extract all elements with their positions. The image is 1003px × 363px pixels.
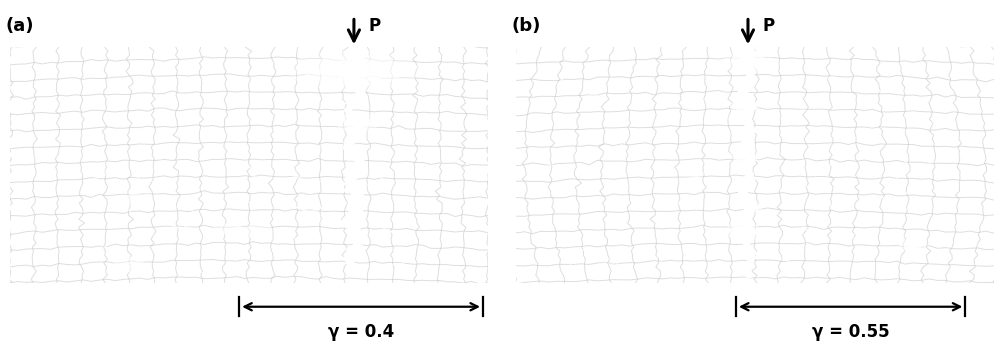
Polygon shape (736, 154, 753, 162)
Polygon shape (304, 56, 403, 86)
Polygon shape (732, 152, 756, 164)
Polygon shape (349, 119, 365, 126)
Polygon shape (220, 223, 242, 234)
Polygon shape (730, 225, 754, 237)
Polygon shape (899, 239, 925, 252)
Polygon shape (332, 64, 375, 77)
Polygon shape (741, 58, 753, 64)
Text: γ = 0.4: γ = 0.4 (328, 323, 394, 341)
Polygon shape (742, 203, 761, 212)
Polygon shape (730, 53, 764, 70)
Polygon shape (745, 204, 758, 211)
Polygon shape (124, 194, 145, 204)
Text: (b): (b) (512, 17, 541, 34)
Polygon shape (737, 129, 750, 135)
Polygon shape (336, 113, 378, 132)
Polygon shape (245, 224, 272, 238)
Polygon shape (342, 67, 365, 74)
Polygon shape (737, 56, 757, 66)
Text: (a): (a) (5, 17, 34, 34)
Text: P: P (761, 17, 773, 34)
Polygon shape (907, 243, 917, 248)
Polygon shape (723, 50, 771, 73)
Polygon shape (114, 257, 143, 272)
Polygon shape (725, 223, 759, 240)
Polygon shape (739, 181, 752, 187)
Polygon shape (730, 100, 755, 113)
Polygon shape (736, 180, 754, 188)
Polygon shape (739, 78, 755, 87)
Polygon shape (904, 241, 921, 250)
Text: γ = 0.55: γ = 0.55 (811, 323, 889, 341)
Polygon shape (344, 117, 370, 129)
Polygon shape (319, 60, 388, 81)
Polygon shape (289, 51, 418, 91)
Text: P: P (368, 17, 380, 34)
Polygon shape (734, 102, 752, 111)
Polygon shape (741, 80, 753, 85)
Polygon shape (734, 127, 753, 137)
